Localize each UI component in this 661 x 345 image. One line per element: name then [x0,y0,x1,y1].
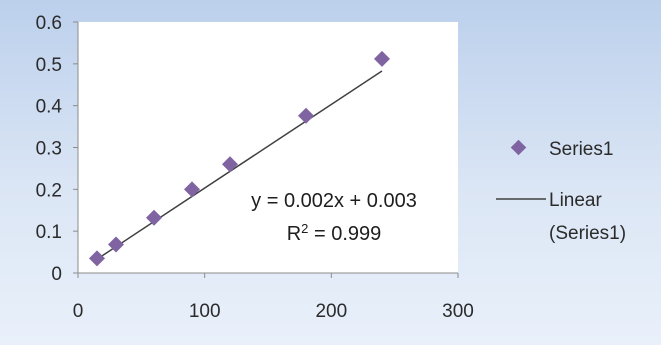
legend-series1-label: Series1 [549,139,613,160]
data-point [374,50,390,67]
y-tick-label: 0 [51,264,62,285]
legend-linear-label-line2: (Series1) [549,223,626,244]
data-point [184,181,200,198]
axes [73,21,459,278]
data-point [89,250,105,267]
r-squared-value: 0.999 [331,223,381,245]
legend-linear-label-line1: Linear [549,190,602,211]
y-tick-label: 0.3 [36,139,62,160]
data-point [146,209,162,226]
data-point [222,156,238,173]
data-point [298,107,314,124]
y-tick-label: 0.4 [36,97,63,118]
legend-series1-marker [510,139,527,156]
y-tick-label: 0.5 [36,55,62,76]
data-point [108,236,124,253]
plot-area [78,22,458,273]
trendline [96,70,383,260]
x-tick-label: 200 [315,301,347,322]
y-tick-label: 0.6 [36,13,62,34]
trendline-layer [96,70,383,260]
x-tick-label: 100 [189,301,221,322]
y-tick-label: 0.2 [36,180,62,201]
trendline-equation: y = 0.002x + 0.003 [251,190,417,212]
y-tick-label: 0.1 [36,222,62,243]
r-squared-label: R2 = 0.999 [287,221,382,245]
x-tick-label: 300 [442,301,474,322]
legend: Series1 Linear (Series1) [496,139,626,244]
tick-labels: 0 0.1 0.2 0.3 0.4 0.5 0.6 0 100 200 300 [36,13,474,322]
marker-layer [89,50,390,267]
x-tick-label: 0 [73,301,84,322]
